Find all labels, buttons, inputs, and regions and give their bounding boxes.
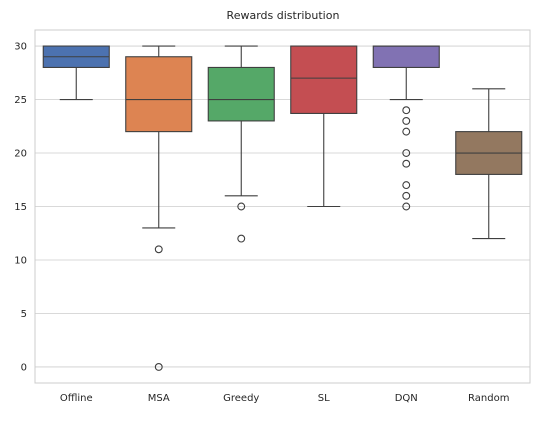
y-axis-ticks: 0 5 10 15 20 25 30 [14, 42, 27, 374]
outlier-point [402, 202, 411, 211]
y-tick-label: 0 [21, 362, 27, 373]
outlier-point [402, 127, 411, 136]
x-axis-ticks: Offline MSA Greedy SL DQN Random [60, 393, 510, 404]
y-tick-label: 10 [14, 255, 27, 266]
y-tick-label: 20 [14, 149, 27, 160]
chart-title: Rewards distribution [227, 9, 340, 22]
outlier-point [402, 181, 411, 190]
box-greedy [207, 45, 275, 243]
outlier-point [402, 191, 411, 200]
iqr-box [125, 56, 193, 133]
box-sl [290, 45, 358, 208]
outlier-point [402, 149, 411, 157]
grid-lines [35, 45, 530, 368]
box-dqn [372, 45, 440, 211]
x-tick-label: Random [468, 393, 509, 404]
y-tick-label: 15 [14, 202, 27, 213]
iqr-box [207, 66, 275, 122]
box-random [455, 88, 523, 240]
y-tick-label: 25 [14, 95, 27, 106]
outlier-point [154, 245, 163, 254]
outlier-point [402, 106, 411, 115]
y-tick-label: 5 [21, 309, 27, 320]
x-tick-label: Offline [60, 393, 93, 404]
x-tick-label: MSA [148, 393, 170, 404]
boxes [42, 45, 523, 371]
outlier-point [237, 202, 246, 211]
outlier-point [402, 116, 411, 125]
box-msa [125, 45, 193, 371]
x-tick-label: DQN [395, 393, 418, 404]
x-tick-label: SL [318, 393, 330, 404]
outlier-point [237, 234, 246, 243]
outlier-point [154, 363, 163, 371]
iqr-box [290, 45, 358, 114]
box-offline [42, 45, 110, 101]
iqr-box [372, 45, 440, 68]
x-tick-label: Greedy [223, 393, 259, 404]
y-tick-label: 30 [14, 42, 27, 53]
outlier-point [402, 159, 411, 168]
plot-frame [34, 29, 531, 384]
